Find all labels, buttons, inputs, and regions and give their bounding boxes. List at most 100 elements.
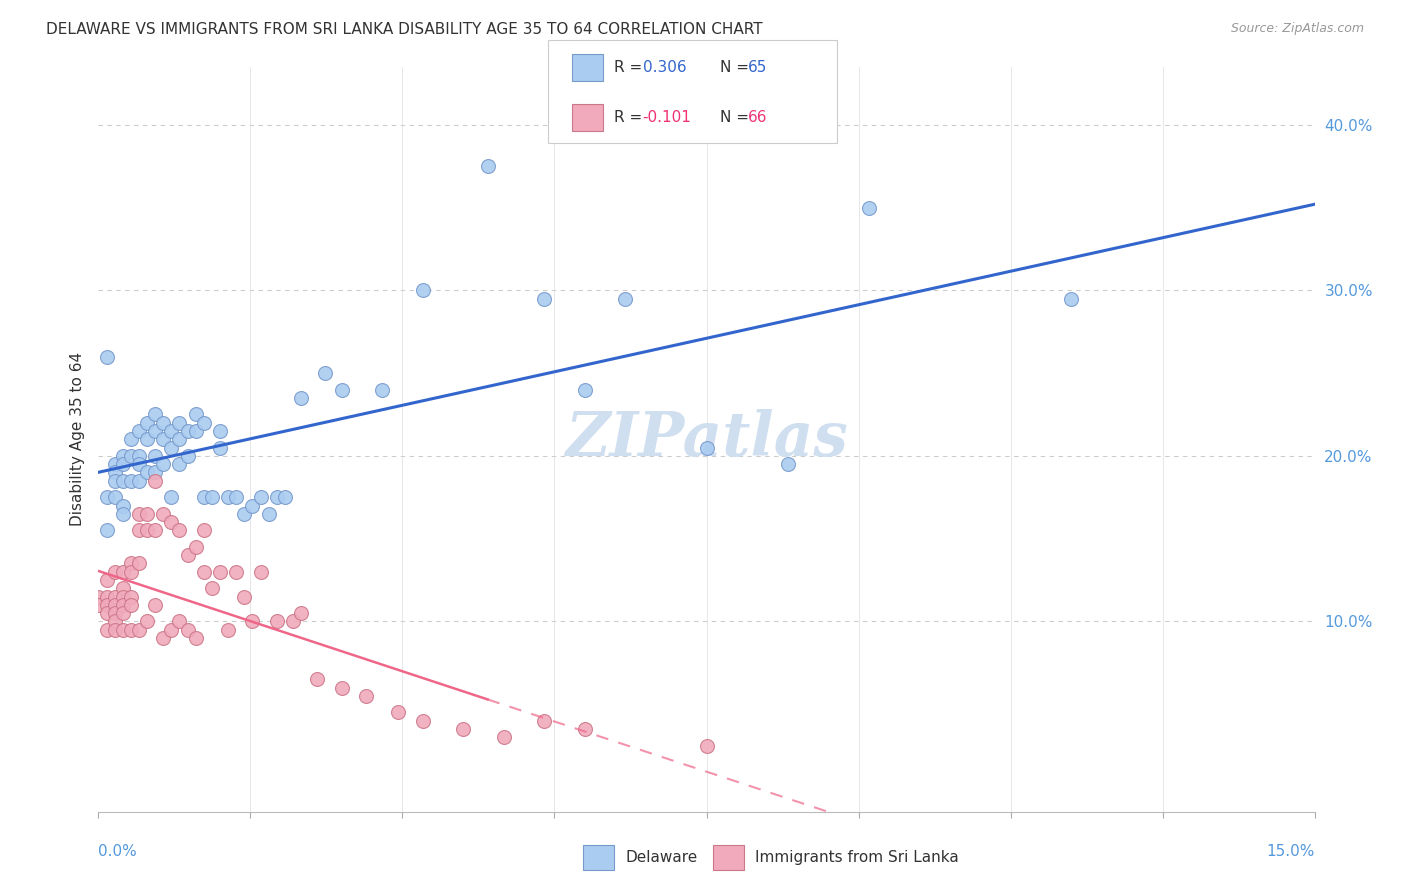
Point [193,490,215,504]
Point [120,449,142,463]
Point [274,490,297,504]
Point [111,499,134,513]
Point [120,433,142,447]
Point [266,490,288,504]
Point [169,524,191,538]
Point [128,507,150,521]
Text: 0.0%: 0.0% [98,844,138,859]
Point [201,490,224,504]
Point [330,681,353,695]
Point [193,416,215,430]
Point [96,524,118,538]
Point [209,441,232,455]
Point [136,524,159,538]
Point [160,623,183,637]
Point [184,540,207,554]
Point [858,201,880,215]
Point [387,706,409,720]
Point [193,565,215,579]
Point [143,408,166,422]
Point [87,590,110,604]
Point [330,383,353,397]
Point [96,623,118,637]
Point [96,606,118,620]
Point [176,424,198,438]
Point [233,590,256,604]
Point [477,159,499,173]
Point [412,714,434,728]
Point [193,524,215,538]
Point [266,615,288,629]
Point [104,615,127,629]
Point [143,524,166,538]
Point [143,424,166,438]
Point [160,515,183,529]
Point [290,606,312,620]
Point [87,598,110,612]
Point [120,623,142,637]
Point [209,565,232,579]
Point [533,714,555,728]
Point [104,623,127,637]
Point [111,449,134,463]
Point [176,449,198,463]
Point [111,606,134,620]
Point [104,598,127,612]
Text: ZIPatlas: ZIPatlas [565,409,848,469]
Point [574,722,596,736]
Text: N =: N = [720,111,754,125]
Point [453,722,475,736]
Text: 66: 66 [748,111,768,125]
Point [104,474,127,488]
Point [176,548,198,562]
Point [1060,292,1083,306]
Point [169,433,191,447]
Point [160,490,183,504]
Text: 15.0%: 15.0% [1267,844,1315,859]
Point [143,474,166,488]
Point [104,457,127,471]
Point [614,292,637,306]
Text: -0.101: -0.101 [643,111,692,125]
Point [111,623,134,637]
Point [152,457,174,471]
Point [217,490,239,504]
Point [104,590,127,604]
Point [128,623,150,637]
Point [307,673,329,687]
Point [111,565,134,579]
Text: 65: 65 [748,61,768,75]
Point [169,416,191,430]
Point [128,424,150,438]
Point [104,606,127,620]
Point [242,499,264,513]
Point [184,631,207,645]
Text: DELAWARE VS IMMIGRANTS FROM SRI LANKA DISABILITY AGE 35 TO 64 CORRELATION CHART: DELAWARE VS IMMIGRANTS FROM SRI LANKA DI… [46,22,763,37]
Point [111,590,134,604]
Point [242,615,264,629]
Point [143,449,166,463]
Point [128,474,150,488]
Point [233,507,256,521]
Point [184,424,207,438]
Point [136,507,159,521]
Text: Delaware: Delaware [626,850,697,864]
Text: R =: R = [614,61,648,75]
Point [111,474,134,488]
Text: Immigrants from Sri Lanka: Immigrants from Sri Lanka [755,850,959,864]
Point [209,424,232,438]
Point [120,557,142,571]
Point [290,391,312,405]
Point [128,557,150,571]
Point [96,350,118,364]
Point [176,623,198,637]
Point [169,615,191,629]
Point [111,507,134,521]
Point [128,449,150,463]
Point [136,615,159,629]
Point [143,598,166,612]
Point [143,466,166,480]
Point [533,292,555,306]
Point [120,598,142,612]
Point [96,590,118,604]
